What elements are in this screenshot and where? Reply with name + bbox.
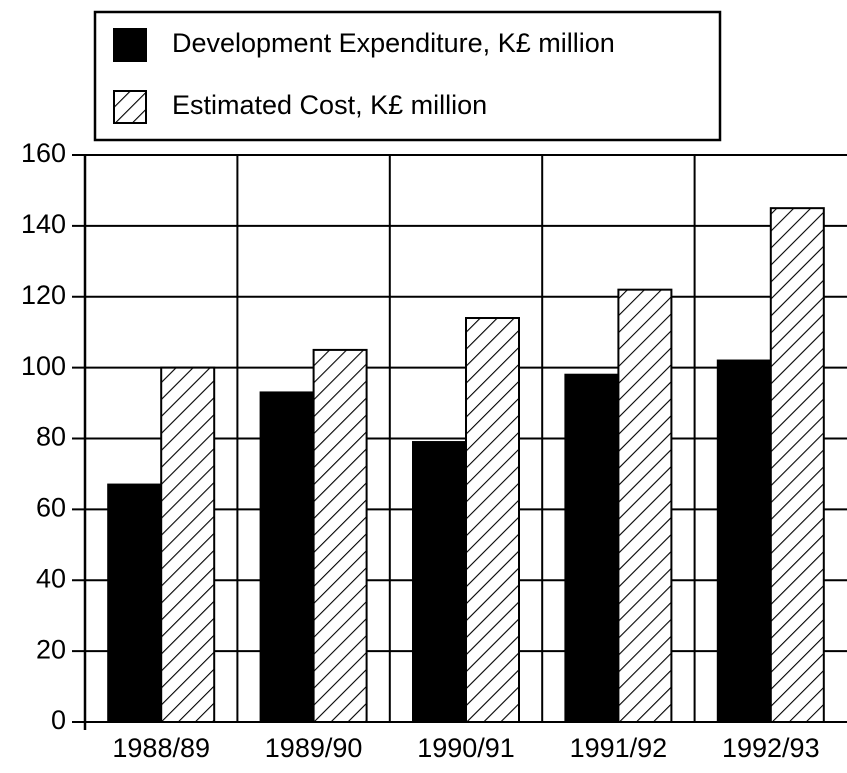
- bar: [465, 317, 520, 723]
- bar: [160, 366, 216, 723]
- bar: [259, 391, 315, 723]
- y-tick-label: 60: [36, 493, 66, 523]
- bar: [312, 348, 368, 723]
- legend-label: Development Expenditure, K£ million: [172, 28, 615, 58]
- legend-box: [93, 10, 722, 142]
- x-tick-label: 1991/92: [570, 733, 668, 763]
- y-tick-label: 20: [36, 634, 66, 664]
- x-tick-label: 1989/90: [265, 733, 363, 763]
- bar: [617, 288, 673, 723]
- bar: [564, 373, 620, 723]
- y-tick-label: 40: [36, 563, 66, 593]
- y-tick-label: 140: [21, 209, 66, 239]
- x-tick-label: 1988/89: [112, 733, 210, 763]
- x-tick-label: 1990/91: [417, 733, 515, 763]
- legend-swatch: [113, 28, 147, 62]
- legend-label: Estimated Cost, K£ million: [172, 90, 487, 120]
- y-tick-label: 100: [21, 351, 66, 381]
- bar: [716, 359, 772, 723]
- x-tick-label: 1992/93: [722, 733, 820, 763]
- y-tick-label: 120: [21, 280, 66, 310]
- y-tick-label: 0: [51, 705, 66, 735]
- y-tick-label: 80: [36, 422, 66, 452]
- legend-swatch: [113, 90, 147, 124]
- y-tick-label: 160: [21, 138, 66, 168]
- bar: [412, 441, 467, 723]
- bar: [769, 207, 825, 723]
- bar: [107, 483, 163, 723]
